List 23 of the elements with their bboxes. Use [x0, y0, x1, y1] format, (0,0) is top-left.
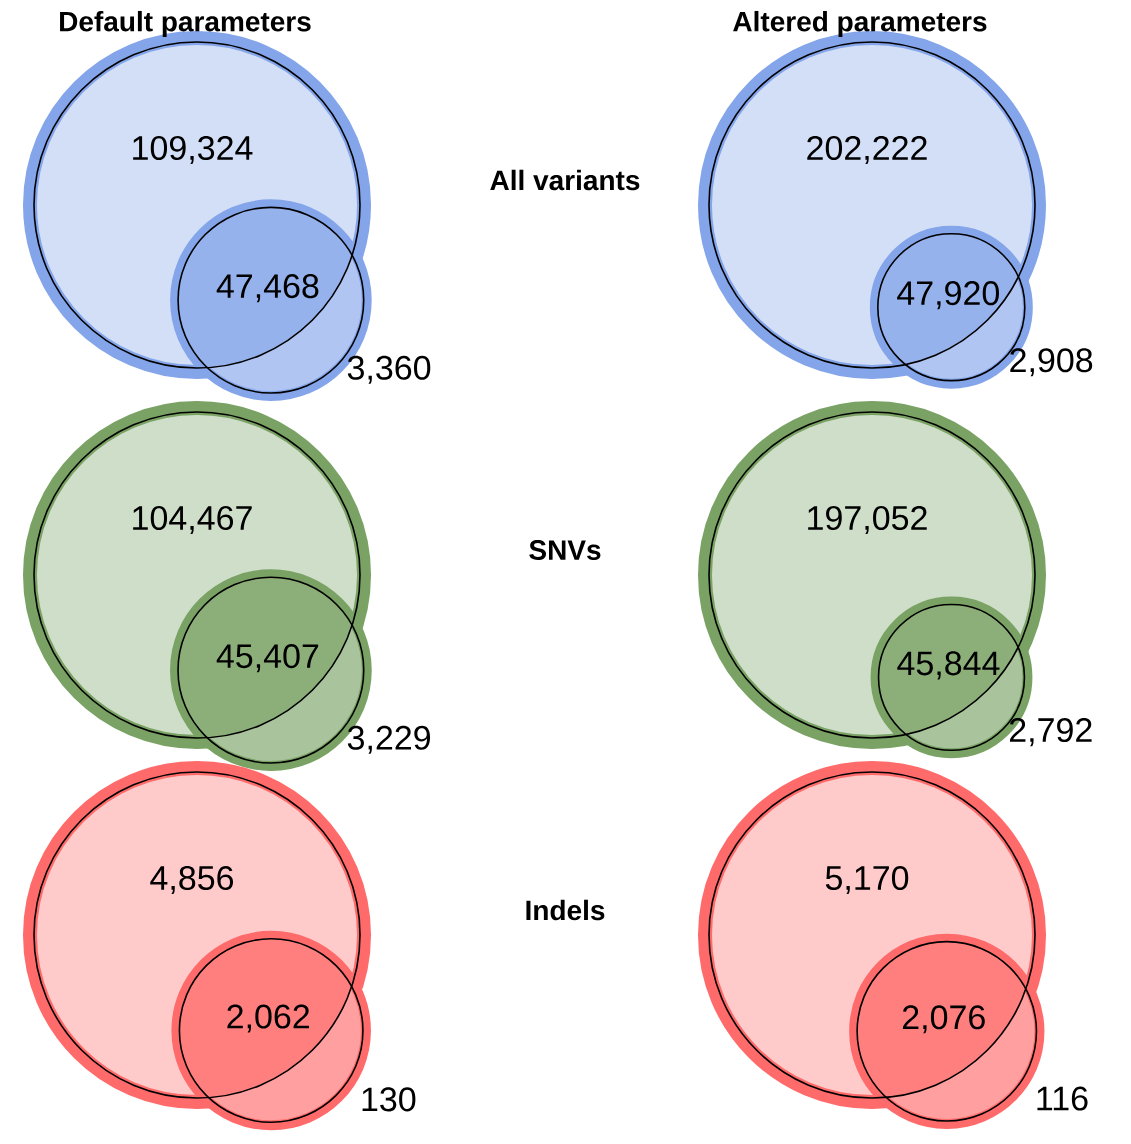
data-label: 202,222 [807, 135, 927, 165]
data-label: 2,792 [1009, 718, 1092, 747]
data-label: 2,062 [227, 1004, 309, 1033]
data-label: 5,170 [825, 865, 909, 895]
data-label: 47,468 [216, 274, 319, 303]
data-label: 197,052 [808, 505, 927, 535]
data-label: 116 [1037, 1086, 1088, 1111]
text: All variants [490, 169, 640, 191]
text: Default parameters [60, 10, 311, 38]
data-label: 130 [362, 1087, 416, 1112]
data-label: 109,324 [133, 135, 253, 165]
text: Altered parameters [733, 10, 987, 38]
data-label: 2,908 [1010, 348, 1093, 377]
text: Indels [526, 899, 605, 921]
data-label: 4,856 [150, 865, 234, 895]
data-label: 2,076 [902, 1005, 985, 1034]
data-label: 3,360 [347, 355, 431, 384]
data-label: 45,407 [216, 644, 319, 673]
data-label: 47,920 [897, 281, 999, 310]
text: SNVs [529, 540, 601, 560]
data-label: 45,844 [897, 651, 1000, 680]
data-label: 3,229 [347, 725, 431, 754]
data-label: 104,467 [133, 505, 252, 535]
